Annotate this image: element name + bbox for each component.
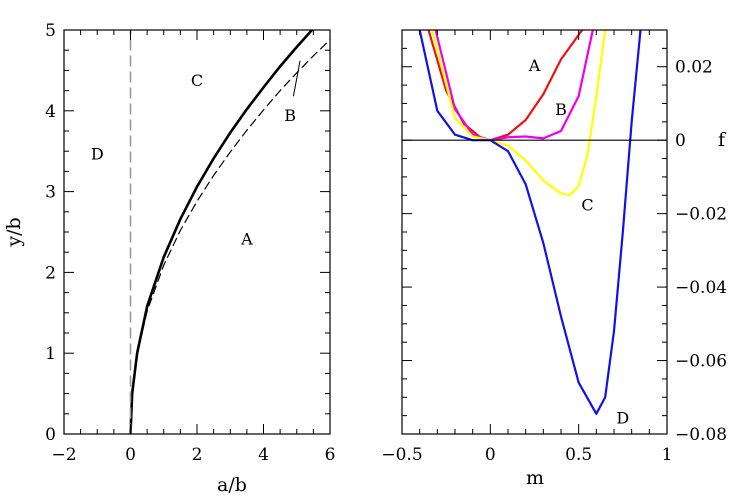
right-series-d (418, 30, 642, 415)
right-x-axis-title: m (526, 467, 544, 489)
left-plot-area (129, 30, 330, 434)
left-label-a: A (240, 229, 253, 248)
left-x-axis-title: a/b (217, 474, 247, 496)
right-frame (401, 29, 668, 435)
left-y-tick-label: 4 (45, 102, 56, 122)
left-x-tick-label: 2 (192, 445, 203, 465)
left-x-tick-label: 4 (258, 445, 269, 465)
right-y-tick-label: −0.02 (675, 205, 727, 225)
right-series-c (430, 30, 607, 197)
left-y-tick-label: 5 (45, 21, 56, 41)
left-x-tick-label: 6 (325, 445, 336, 465)
left-y-tick-label: 3 (45, 183, 56, 203)
right-x-tick-label: 0 (485, 445, 496, 465)
right-x-tick-label: 1 (662, 445, 673, 465)
right-y-axis-title: f (718, 129, 727, 151)
left-frame (63, 29, 331, 435)
left-y-tick-label: 2 (45, 263, 56, 283)
left-y-tick-label: 1 (45, 344, 56, 364)
right-label-c: C (581, 195, 593, 214)
right-y-tick-label: −0.08 (675, 425, 727, 445)
left-pointer-line (292, 60, 301, 97)
left-ticks (63, 29, 331, 435)
left-series-0 (129, 30, 314, 434)
right-y-tick-label: −0.04 (675, 278, 727, 298)
right-x-tick-label: −0.5 (381, 445, 422, 465)
right-series-a (427, 30, 584, 142)
right-panel: −0.5 0 0.5 1 0.02 0 −0.02 −0.04 −0.06 −0.08 A B C D (381, 29, 727, 465)
left-series-1 (129, 39, 330, 434)
left-label-c: C (191, 71, 203, 90)
left-y-axis-title: y/b (3, 217, 25, 247)
right-y-tick-label: −0.06 (675, 352, 727, 372)
left-x-tick-label: 0 (125, 445, 136, 465)
left-label-d: D (91, 145, 104, 164)
right-y-tick-label: 0.02 (675, 58, 713, 78)
right-y-tick-label: 0 (675, 131, 686, 151)
right-plot-area (402, 30, 667, 415)
left-y-tick-label: 0 (45, 425, 56, 445)
right-series-b (434, 30, 594, 142)
right-x-tick-label: 0.5 (565, 445, 592, 465)
right-label-b: B (555, 100, 567, 119)
right-label-d: D (616, 408, 629, 427)
left-label-b: B (284, 106, 296, 125)
left-x-tick-label: −2 (51, 445, 76, 465)
right-ticks (401, 29, 668, 435)
right-label-a: A (528, 56, 541, 75)
